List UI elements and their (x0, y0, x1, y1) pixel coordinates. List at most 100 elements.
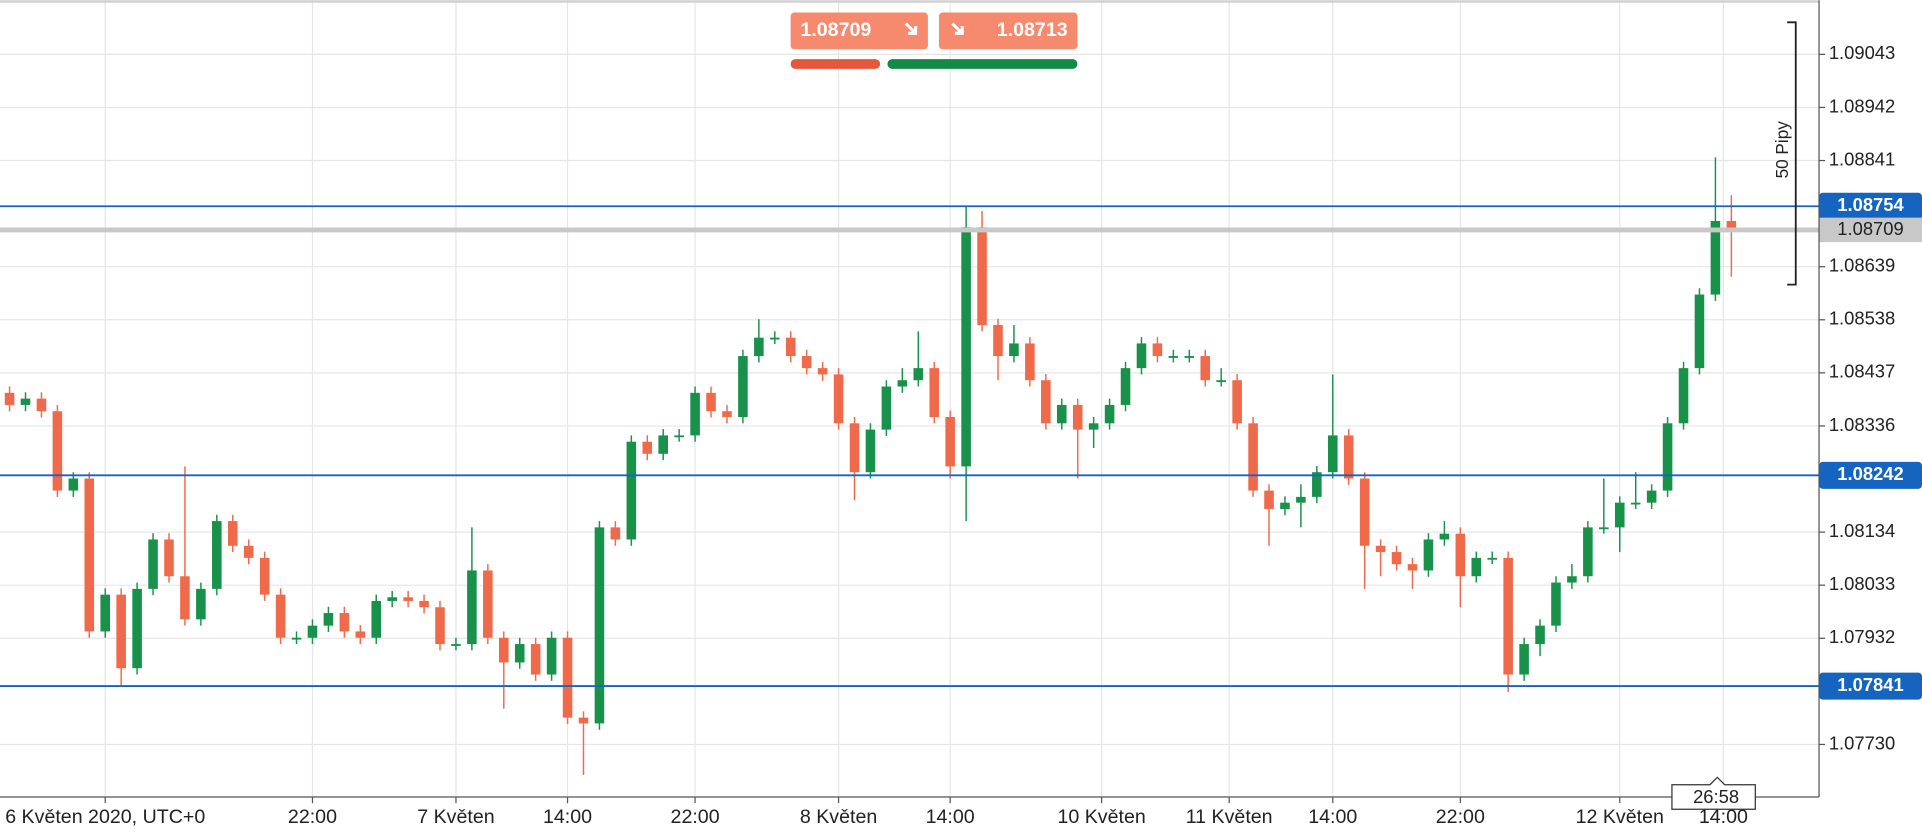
candle-body (1614, 502, 1625, 528)
candle-body (961, 227, 971, 467)
sell-button[interactable]: 1.08709 (790, 12, 928, 50)
y-tick-label: 1.08942 (1829, 95, 1895, 116)
candle-body (1184, 356, 1195, 358)
sell-arrow[interactable] (904, 22, 918, 35)
timer-text: 26:58 (1693, 786, 1739, 807)
candle-body (116, 594, 126, 669)
candle-body (945, 417, 955, 467)
candle-body (212, 521, 222, 589)
current-price-label: 1.08709 (1837, 218, 1903, 239)
candle-body (371, 600, 382, 638)
candle-body (1455, 533, 1466, 577)
candle-body (690, 392, 700, 436)
candle-body (1056, 404, 1067, 424)
candle-body (1662, 423, 1673, 491)
candle-body (1280, 502, 1290, 509)
candle-body (498, 637, 509, 663)
candle-body (1583, 527, 1593, 577)
candle-body (1136, 343, 1147, 369)
candle-body (1072, 404, 1083, 430)
candle-body (243, 545, 254, 558)
y-tick-label: 1.08336 (1829, 414, 1895, 435)
candle-body (435, 607, 445, 645)
candle-body (897, 380, 908, 387)
x-tick-label: 7 Květen (417, 806, 494, 828)
candle-body (355, 631, 366, 638)
candle-body (562, 637, 573, 718)
candle-body (1551, 582, 1561, 626)
candle-body (1646, 490, 1657, 503)
buy-button[interactable]: 1.08713 (938, 12, 1078, 50)
candle-body (626, 441, 637, 540)
price-line-label: 1.07841 (1837, 674, 1903, 695)
candle-body (1264, 490, 1274, 509)
candle-body (977, 227, 987, 326)
candle-body (403, 597, 413, 601)
candle-body (1152, 343, 1163, 357)
candle-body (658, 435, 668, 454)
candle-body (1567, 576, 1577, 583)
buy-arrow[interactable] (951, 22, 964, 35)
candle-body (913, 368, 924, 381)
candle-body (1296, 496, 1306, 503)
candle-body (4, 392, 15, 405)
candle-body (1120, 368, 1131, 405)
candle-body (451, 644, 461, 646)
candle-body (1726, 220, 1737, 230)
buy-sentiment-bar (887, 59, 1078, 69)
candle-body (785, 337, 796, 357)
price-line-label-bg (1819, 672, 1922, 700)
candle-body (1599, 527, 1609, 530)
y-tick-label: 1.09043 (1829, 42, 1895, 63)
x-tick-label: 22:00 (288, 806, 337, 828)
candle-body (1009, 343, 1019, 357)
y-tick-label: 1.08841 (1829, 148, 1895, 169)
candle-body (1328, 435, 1338, 473)
candle-body (1216, 380, 1226, 383)
range-bracket (1787, 21, 1797, 286)
buy-button-bg[interactable] (938, 12, 1078, 50)
candle-body (578, 717, 589, 724)
candle-body (1200, 356, 1211, 381)
candle-body (339, 613, 350, 632)
timer-box (1671, 776, 1756, 810)
candle-body (1710, 220, 1721, 295)
candle-body (323, 613, 334, 626)
candle-body (36, 398, 47, 412)
candle-body (259, 557, 270, 595)
candle-body (1232, 380, 1242, 424)
candle-body (514, 644, 525, 663)
price-line-label: 1.08754 (1837, 194, 1904, 215)
candle-body (1041, 380, 1051, 424)
range-label: 50 Pipy (1772, 121, 1792, 179)
candle-body (1168, 356, 1179, 358)
buy-price[interactable]: 1.08713 (997, 19, 1068, 41)
candle-body (1503, 557, 1513, 675)
candle-body (706, 392, 716, 412)
x-tick-label: 14:00 (543, 806, 592, 828)
sell-price[interactable]: 1.08709 (800, 19, 871, 41)
candle-body (20, 398, 31, 405)
x-tick-label: 14:00 (926, 806, 975, 828)
candle-body (1088, 423, 1099, 430)
candle-body (148, 539, 158, 589)
candle-body (530, 644, 541, 675)
candle-body (1694, 294, 1705, 369)
candle-body (642, 441, 653, 454)
candle-body (1312, 472, 1322, 497)
candle-body (291, 637, 302, 640)
timer: 26:58 (1671, 776, 1756, 810)
y-tick-label: 1.08639 (1829, 255, 1895, 276)
price-line-label-bg (1819, 192, 1922, 220)
sell-sentiment-bar (790, 59, 881, 69)
candle-body (929, 368, 940, 418)
sell-button-bg[interactable] (790, 12, 928, 50)
x-tick-label: 10 Květen (1057, 806, 1145, 828)
candle-body (1535, 625, 1545, 645)
candle-body (132, 588, 142, 669)
grid (0, 0, 1820, 797)
candle-body (1471, 557, 1482, 577)
price-line-label: 1.08242 (1837, 463, 1903, 484)
